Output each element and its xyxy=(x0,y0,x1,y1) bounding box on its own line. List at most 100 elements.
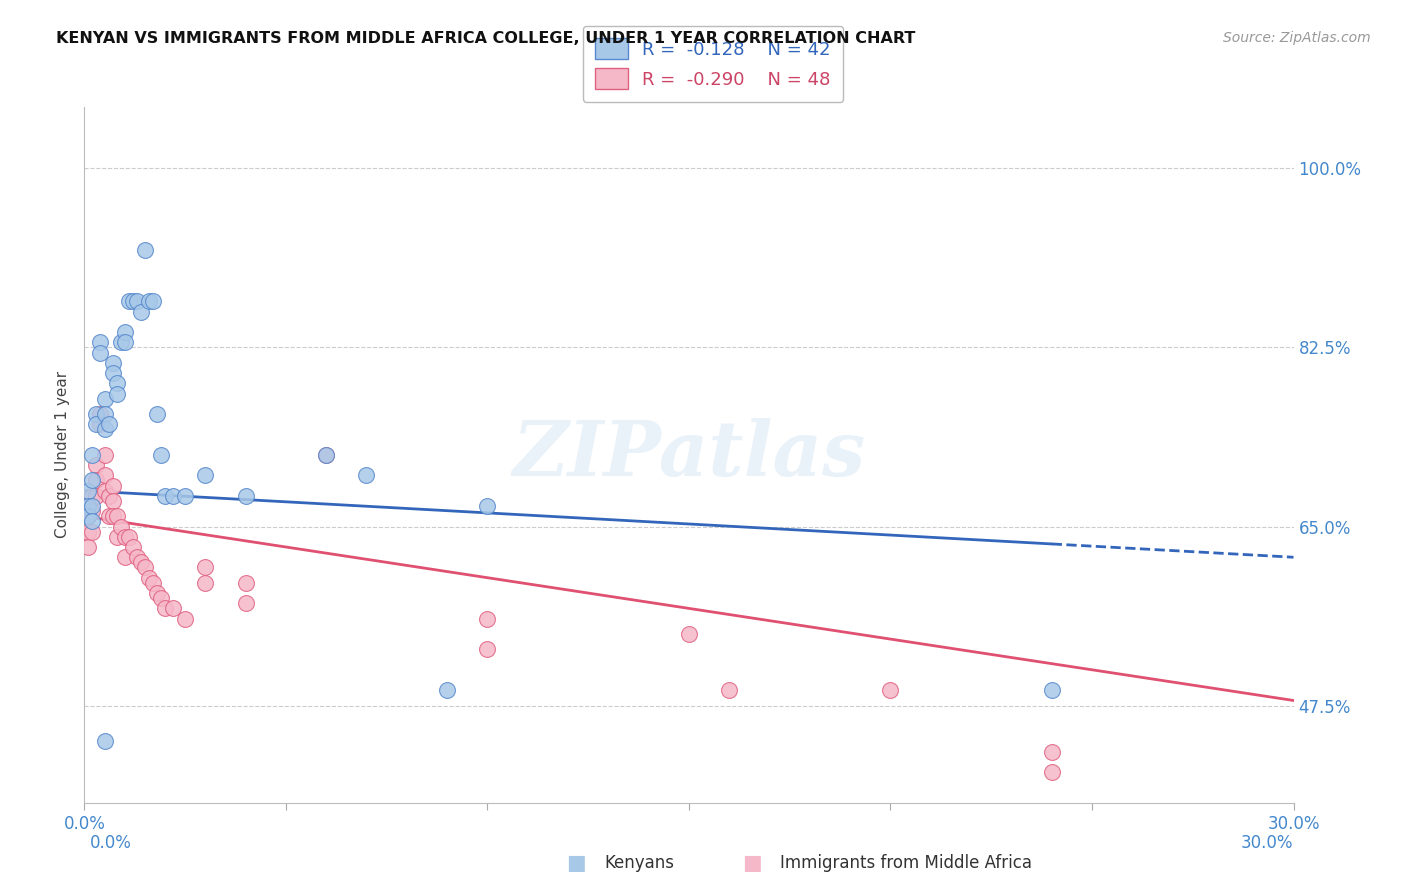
Point xyxy=(77,499,100,513)
Point xyxy=(86,407,108,421)
Point xyxy=(97,417,120,432)
Point xyxy=(129,555,152,569)
Point xyxy=(1040,745,1063,759)
Point xyxy=(93,392,115,406)
Point xyxy=(101,509,124,524)
Point xyxy=(110,335,132,350)
Text: 0.0%: 0.0% xyxy=(90,834,132,852)
Point xyxy=(235,575,257,590)
Text: Source: ZipAtlas.com: Source: ZipAtlas.com xyxy=(1223,31,1371,45)
Point xyxy=(125,550,148,565)
Point xyxy=(77,524,100,539)
Point xyxy=(82,515,104,529)
Point xyxy=(194,575,217,590)
Point xyxy=(477,612,499,626)
Point xyxy=(105,509,128,524)
Point xyxy=(315,448,337,462)
Point xyxy=(194,468,217,483)
Point xyxy=(89,407,111,421)
Point xyxy=(101,356,124,370)
Point xyxy=(105,376,128,391)
Point xyxy=(93,468,115,483)
Point xyxy=(82,448,104,462)
Point xyxy=(162,489,184,503)
Point xyxy=(82,524,104,539)
Point xyxy=(82,499,104,513)
Point xyxy=(678,627,700,641)
Point xyxy=(89,335,111,350)
Point xyxy=(174,489,197,503)
Point xyxy=(77,483,100,498)
Point xyxy=(110,519,132,533)
Point xyxy=(121,540,143,554)
Point xyxy=(77,540,100,554)
Point xyxy=(97,489,120,503)
Point xyxy=(149,591,172,606)
Text: ZIPatlas: ZIPatlas xyxy=(512,418,866,491)
Point xyxy=(114,335,136,350)
Point xyxy=(93,422,115,436)
Point xyxy=(93,407,115,421)
Point xyxy=(356,468,378,483)
Point xyxy=(93,483,115,498)
Point xyxy=(162,601,184,615)
Point xyxy=(114,325,136,339)
Point xyxy=(86,417,108,432)
Point xyxy=(1040,683,1063,698)
Point xyxy=(77,509,100,524)
Point xyxy=(114,530,136,544)
Point xyxy=(146,407,169,421)
Point xyxy=(101,366,124,380)
Point xyxy=(138,294,160,309)
Point xyxy=(138,571,160,585)
Point xyxy=(879,683,901,698)
Y-axis label: College, Under 1 year: College, Under 1 year xyxy=(55,371,70,539)
Point xyxy=(93,734,115,748)
Point xyxy=(118,530,141,544)
Point xyxy=(89,345,111,359)
Text: ■: ■ xyxy=(742,854,762,873)
Point xyxy=(436,683,458,698)
Point xyxy=(235,596,257,610)
Point xyxy=(118,294,141,309)
Point xyxy=(134,244,156,258)
Point xyxy=(86,489,108,503)
Point xyxy=(1040,765,1063,780)
Point xyxy=(174,612,197,626)
Point xyxy=(149,448,172,462)
Text: 30.0%: 30.0% xyxy=(1241,834,1294,852)
Point xyxy=(129,304,152,318)
Text: Kenyans: Kenyans xyxy=(605,855,675,872)
Point xyxy=(142,575,165,590)
Point xyxy=(105,386,128,401)
Point xyxy=(134,560,156,574)
Point xyxy=(86,458,108,472)
Point xyxy=(146,586,169,600)
Legend: R =  -0.128    N = 42, R =  -0.290    N = 48: R = -0.128 N = 42, R = -0.290 N = 48 xyxy=(582,26,844,102)
Point xyxy=(477,642,499,657)
Point xyxy=(153,601,176,615)
Point xyxy=(142,294,165,309)
Point xyxy=(477,499,499,513)
Point xyxy=(82,489,104,503)
Point xyxy=(125,294,148,309)
Point xyxy=(82,474,104,488)
Point xyxy=(194,560,217,574)
Point xyxy=(101,494,124,508)
Text: Immigrants from Middle Africa: Immigrants from Middle Africa xyxy=(780,855,1032,872)
Point xyxy=(121,294,143,309)
Point xyxy=(93,448,115,462)
Text: ■: ■ xyxy=(567,854,586,873)
Point xyxy=(153,489,176,503)
Text: KENYAN VS IMMIGRANTS FROM MIDDLE AFRICA COLLEGE, UNDER 1 YEAR CORRELATION CHART: KENYAN VS IMMIGRANTS FROM MIDDLE AFRICA … xyxy=(56,31,915,46)
Point xyxy=(101,478,124,492)
Point xyxy=(89,417,111,432)
Point xyxy=(77,509,100,524)
Point xyxy=(82,504,104,518)
Point xyxy=(86,474,108,488)
Point xyxy=(235,489,257,503)
Point xyxy=(114,550,136,565)
Point xyxy=(105,530,128,544)
Point xyxy=(97,509,120,524)
Point xyxy=(718,683,741,698)
